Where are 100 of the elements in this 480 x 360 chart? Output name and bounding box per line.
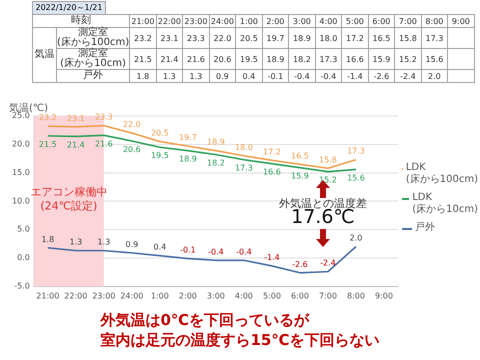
text: 17.2 <box>346 34 364 42</box>
data-label: 17.3 <box>235 164 253 173</box>
text: 2022/1/20～1/21 <box>32 1 106 15</box>
category-label: 4:00 <box>319 16 338 26</box>
text: 21.6 <box>186 54 205 64</box>
text: 0.4 <box>242 72 256 80</box>
legend-label: LDK (床から10cm) <box>412 192 478 216</box>
text: 気温 <box>32 28 56 82</box>
data-label: 17.2 <box>263 147 281 156</box>
y-tick-label: 15.0 <box>12 168 30 177</box>
data-label: 15.8 <box>319 155 337 164</box>
data-label: 23.1 <box>66 114 85 123</box>
category-label: 7:00 <box>398 16 417 26</box>
data-label: 23.3 <box>94 112 113 122</box>
text: 18.9 <box>266 54 284 64</box>
data-label: -2.4 <box>320 258 336 268</box>
data-label: -0.4 <box>236 247 252 256</box>
text: 15.8 <box>398 34 417 42</box>
text: 16.6 <box>346 54 364 64</box>
text: 15.2 <box>398 54 417 64</box>
data-label: 18.9 <box>178 154 197 164</box>
data-label: 2.0 <box>350 234 362 243</box>
text: 室内は足元の温度すら15℃を下回らない <box>100 330 380 350</box>
data-label: 15.2 <box>319 176 337 185</box>
x-tick-label: 1:00 <box>150 291 169 300</box>
data-label: -0.4 <box>208 247 224 256</box>
y-tick-label: 0.0 <box>17 253 30 262</box>
data-label: 15.9 <box>291 172 309 181</box>
text: -0.4 <box>294 72 310 80</box>
text: -0.4 <box>320 72 336 80</box>
data-label: 23.2 <box>38 113 57 122</box>
x-tick-label: 23:00 <box>92 291 116 300</box>
category-label: 1:00 <box>240 16 258 26</box>
data-label: 18.9 <box>207 138 225 147</box>
text: 0.9 <box>216 72 229 80</box>
text: 18.0 <box>319 34 338 42</box>
text: 測定室 (床から10cm) <box>57 48 130 69</box>
data-label: 1.3 <box>69 238 82 247</box>
text: 20.6 <box>213 54 232 64</box>
text: 19.7 <box>266 34 284 42</box>
data-label: 21.6 <box>94 139 113 148</box>
text: 戸外 <box>57 70 130 81</box>
category-label: 3:00 <box>292 16 311 26</box>
category-label: 22:00 <box>158 16 181 26</box>
text: 15.6 <box>425 54 444 64</box>
y-tick-label: 20.0 <box>12 139 30 148</box>
x-tick-label: 6:00 <box>290 291 309 300</box>
legend-label: 戸外 <box>415 222 435 234</box>
text: 23.2 <box>134 34 152 42</box>
data-label: 20.5 <box>150 128 169 138</box>
text: 15.9 <box>372 54 390 64</box>
category-label: 21:00 <box>131 16 154 26</box>
text: -2.4 <box>400 72 416 80</box>
data-label: 16.6 <box>263 168 281 177</box>
data-label: 19.5 <box>150 151 169 160</box>
category-label: 2:00 <box>266 16 284 26</box>
text: 22.0 <box>213 34 232 42</box>
data-label: 1.3 <box>97 238 110 247</box>
text: 19.5 <box>240 54 258 64</box>
data-label: -1.4 <box>264 252 280 262</box>
text: 17.3 <box>319 54 338 64</box>
category-label: 8:00 <box>425 16 444 26</box>
data-label: 18.0 <box>235 142 253 152</box>
text: 時刻 <box>32 14 130 28</box>
category-label: 9:00 <box>452 16 470 26</box>
category-label: 24:00 <box>210 16 234 26</box>
data-label: 21.4 <box>66 140 85 150</box>
text: 23.1 <box>160 34 178 42</box>
text: 測定室 (床から100cm) <box>57 27 130 48</box>
text: 23.3 <box>186 34 205 42</box>
data-label: -0.1 <box>180 246 196 255</box>
data-label: 20.6 <box>122 144 141 154</box>
band-label: エアコン稼働中 (24℃設定) <box>30 186 108 213</box>
text: -0.1 <box>268 72 284 80</box>
category-label: 6:00 <box>372 16 390 26</box>
text: -2.6 <box>374 72 390 80</box>
data-label: 0.4 <box>154 242 166 252</box>
text: 21.5 <box>134 54 152 64</box>
text: 18.2 <box>292 54 311 64</box>
legend-label: LDK (床から100cm) <box>406 162 478 186</box>
text: 1.3 <box>163 72 176 80</box>
x-tick-label: 3:00 <box>206 291 225 300</box>
data-label: 21.5 <box>38 140 57 149</box>
text: -1.4 <box>347 72 363 80</box>
text: 1.8 <box>136 72 150 80</box>
x-tick-label: 24:00 <box>120 291 144 300</box>
category-label: 5:00 <box>346 16 364 26</box>
y-tick-label: 5.0 <box>17 224 30 234</box>
data-label: 16.5 <box>291 151 309 160</box>
data-label: 0.9 <box>125 240 138 249</box>
text: 外気温は0℃を下回っているが <box>100 310 310 330</box>
x-tick-label: 9:00 <box>375 291 393 300</box>
data-label: 18.2 <box>207 158 225 168</box>
category-label: 23:00 <box>184 16 208 26</box>
data-label: 22.0 <box>122 120 141 130</box>
x-tick-label: 7:00 <box>318 291 337 300</box>
data-label: -2.6 <box>292 260 308 269</box>
data-label: 19.7 <box>178 133 197 142</box>
data-label: 17.3 <box>347 146 365 156</box>
x-tick-label: 2:00 <box>178 291 197 300</box>
